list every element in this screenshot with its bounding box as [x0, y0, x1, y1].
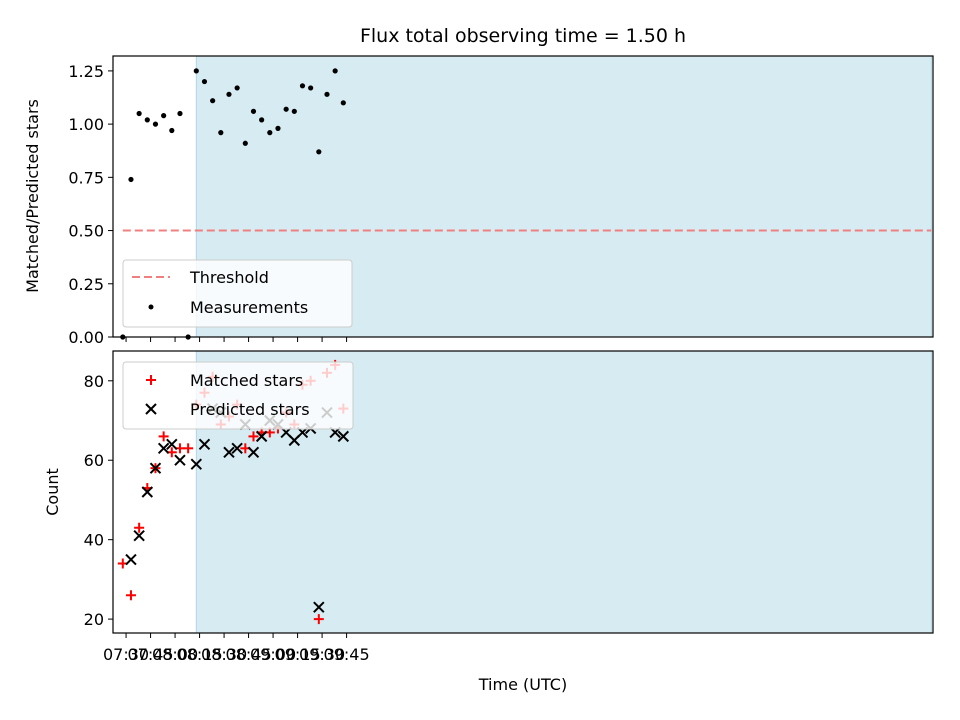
matched-star-point [125, 590, 136, 601]
x-tick-label: 09:30 [299, 645, 345, 664]
top-legend: Threshold Measurements [122, 259, 353, 328]
top-y-tick-label: 0.25 [68, 275, 104, 294]
x-tick-label: 07:30 [103, 645, 149, 664]
x-axis-label: Time (UTC) [478, 675, 567, 694]
measurement-point [340, 100, 346, 106]
legend-matched-swatch [146, 375, 156, 385]
predicted-star-point [223, 446, 235, 458]
x-tick-label: 07:45 [128, 645, 174, 664]
legend-measurements-label: Measurements [190, 298, 308, 317]
x-tick-label: 09:00 [250, 645, 296, 664]
legend-predicted-swatch [145, 403, 157, 415]
bottom-y-tick-label: 80 [84, 372, 104, 391]
predicted-star-point [125, 553, 137, 566]
predicted-star-point [174, 454, 186, 466]
predicted-star-point [198, 438, 211, 451]
measurement-point [259, 117, 265, 123]
bottom-legend-box [122, 361, 354, 430]
measurement-point [226, 91, 232, 97]
bottom-y-axis-label: Count [43, 468, 62, 516]
bottom-y-tick-label: 60 [84, 451, 104, 470]
measurement-point [267, 130, 273, 136]
legend-threshold-label: Threshold [189, 268, 269, 287]
bottom-y-tick-label: 40 [84, 531, 104, 550]
measurement-point [144, 117, 150, 123]
chart-title: Flux total observing time = 1.50 h [360, 25, 686, 47]
measurement-point [152, 121, 159, 127]
bottom-plot-frame [112, 350, 934, 634]
top-y-tick-label: 1.25 [68, 62, 104, 81]
predicted-star-point [231, 442, 243, 455]
measurement-point [218, 130, 224, 136]
measurement-point [161, 113, 167, 119]
predicted-star-point [313, 601, 325, 613]
x-tick-label: 09:45 [324, 645, 370, 664]
measurement-point [324, 91, 330, 97]
legend-measurements-swatch [148, 304, 154, 310]
matched-star-point [158, 431, 169, 442]
legend-matched-label: Matched stars [190, 371, 303, 390]
legend-predicted-label: Predicted stars [190, 400, 310, 419]
measurement-points [120, 68, 346, 340]
matched-star-point [183, 443, 194, 454]
bottom-x-axis-ticks: 07:3007:4508:0008:1508:3008:4509:0009:15… [103, 633, 370, 664]
matched-star-point [248, 431, 259, 442]
matched-star-point [313, 614, 324, 625]
measurement-point [169, 127, 175, 134]
measurement-point [242, 140, 248, 146]
matched-star-point [134, 522, 145, 533]
predicted-star-point [166, 438, 178, 451]
measurement-point [283, 106, 289, 112]
top-y-tick-label: 1.00 [68, 115, 104, 134]
top-y-tick-label: 0.00 [68, 328, 104, 347]
x-tick-label: 08:45 [226, 645, 272, 664]
predicted-star-point [141, 486, 154, 498]
measurement-point [250, 108, 257, 114]
measurement-point [128, 176, 134, 183]
top-y-axis-ticks: 0.00 0.25 0.50 0.75 1.00 1.25 [68, 62, 113, 347]
measurement-point [316, 149, 322, 155]
predicted-star-point [247, 446, 260, 458]
predicted-star-point [157, 442, 170, 455]
measurement-point [177, 110, 183, 117]
bottom-y-tick-label: 20 [84, 610, 104, 629]
measurement-point [193, 68, 199, 74]
bottom-y-axis-ticks: 20 40 60 80 [84, 372, 113, 629]
measurement-point [299, 83, 306, 89]
top-y-tick-label: 0.50 [68, 222, 104, 241]
x-tick-label: 09:15 [275, 645, 321, 664]
predicted-star-point [255, 430, 268, 443]
measurement-point [136, 110, 142, 117]
top-plot-frame [112, 55, 934, 338]
top-legend-box [122, 259, 353, 328]
top-panel: 0.00 0.25 0.50 0.75 1.00 1.25 Matched/Predict… [23, 55, 934, 347]
x-tick-label: 08:00 [152, 645, 198, 664]
measurement-point [210, 98, 216, 104]
measurement-point [201, 78, 208, 85]
predicted-star-point [337, 430, 350, 443]
top-y-tick-label: 0.75 [68, 168, 104, 187]
top-y-axis-label: Matched/Predicted stars [23, 99, 42, 293]
predicted-star-point [190, 458, 203, 470]
x-tick-label: 08:30 [201, 645, 247, 664]
x-tick-label: 08:15 [177, 645, 223, 664]
measurement-point [275, 125, 281, 131]
predicted-star-point [149, 462, 162, 474]
measurement-point [332, 68, 338, 74]
measurement-point [234, 85, 240, 91]
predicted-star-point [133, 529, 145, 542]
bottom-legend: Matched stars Predicted stars [122, 361, 354, 430]
measurement-point [308, 85, 314, 91]
measurement-point [291, 108, 297, 114]
top-x-axis-ticks [125, 337, 348, 342]
